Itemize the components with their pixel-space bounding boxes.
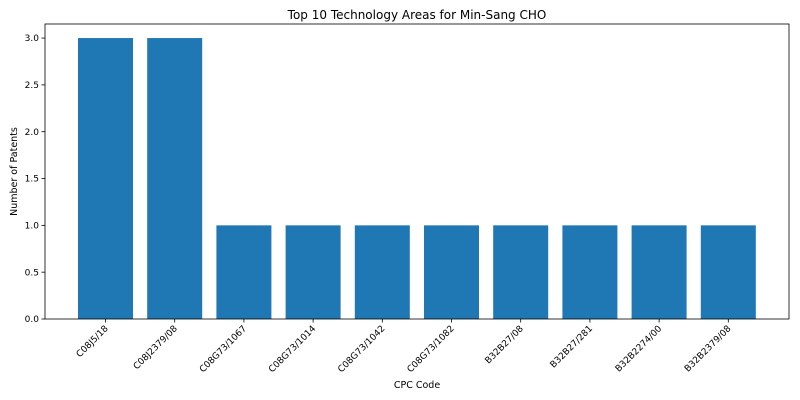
bar-5 — [424, 225, 479, 319]
bars-group — [78, 38, 756, 319]
y-axis: 0.0 0.5 1.0 1.5 2.0 2.5 3.0 — [25, 34, 45, 325]
y-tick-label: 3.0 — [25, 34, 40, 44]
bar-6 — [493, 225, 548, 319]
x-tick-label: C08G73/1082 — [406, 324, 457, 375]
x-tick-label: C08J5/18 — [75, 324, 111, 360]
x-tick-label: C08J2379/08 — [132, 324, 180, 372]
bar-7 — [562, 225, 617, 319]
chart-title: Top 10 Technology Areas for Min-Sang CHO — [287, 8, 547, 22]
x-tick-label: B32B27/281 — [549, 324, 595, 370]
bar-4 — [355, 225, 410, 319]
x-tick-label: C08G73/1014 — [267, 324, 318, 375]
y-tick-label: 1.5 — [25, 175, 39, 185]
x-axis: C08J5/18 C08J2379/08 C08G73/1067 C08G73/101… — [75, 319, 734, 375]
x-tick-label: B32B2274/00 — [614, 324, 665, 375]
y-tick-label: 0.5 — [25, 268, 39, 278]
bar-8 — [632, 225, 687, 319]
x-tick-label: B32B27/08 — [484, 324, 526, 366]
bar-1 — [147, 38, 202, 319]
y-tick-label: 1.0 — [25, 222, 40, 232]
y-axis-label: Number of Patents — [9, 127, 20, 216]
x-tick-label: C08G73/1067 — [198, 324, 249, 375]
bar-3 — [286, 225, 341, 319]
bar-2 — [216, 225, 271, 319]
bar-9 — [701, 225, 756, 319]
bar-0 — [78, 38, 133, 319]
y-tick-label: 2.0 — [25, 128, 40, 138]
y-tick-label: 2.5 — [25, 81, 39, 91]
x-tick-label: B32B2379/08 — [683, 324, 734, 375]
y-tick-label: 0.0 — [25, 315, 40, 325]
x-axis-label: CPC Code — [394, 380, 440, 391]
x-tick-label: C08G73/1042 — [336, 324, 387, 375]
